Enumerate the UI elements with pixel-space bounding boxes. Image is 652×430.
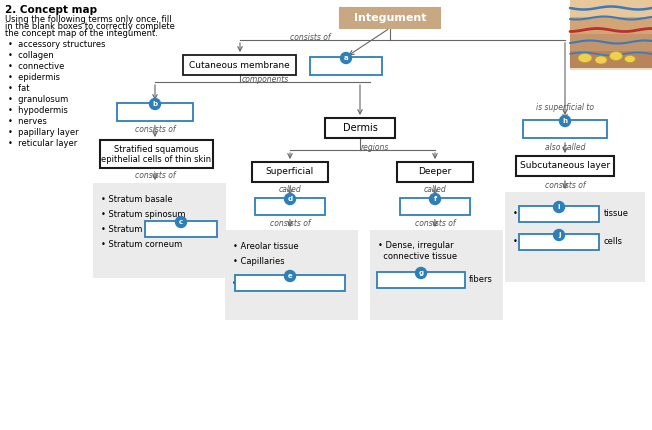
- Text: fibers: fibers: [469, 276, 493, 285]
- Bar: [519, 206, 599, 222]
- Text: consists of: consists of: [545, 181, 585, 190]
- Text: •: •: [377, 276, 382, 285]
- Text: •: •: [513, 237, 518, 246]
- Text: 2. Concept map: 2. Concept map: [5, 5, 97, 15]
- Text: epithelial cells of thin skin: epithelial cells of thin skin: [102, 154, 211, 163]
- Text: •  hypodermis: • hypodermis: [8, 106, 68, 115]
- Text: regions: regions: [361, 142, 389, 151]
- Text: Superficial: Superficial: [266, 168, 314, 176]
- Text: • Stratum basale: • Stratum basale: [101, 195, 173, 204]
- Text: • Capillaries: • Capillaries: [233, 257, 285, 266]
- Text: i: i: [557, 204, 560, 210]
- Text: • Stratum: • Stratum: [101, 225, 142, 234]
- Circle shape: [415, 267, 426, 279]
- Bar: [252, 162, 328, 182]
- Text: the concept map of the integument.: the concept map of the integument.: [5, 29, 158, 38]
- Text: • Dense, irregular: • Dense, irregular: [378, 241, 454, 250]
- Text: a: a: [344, 55, 348, 61]
- Text: •  granulosum: • granulosum: [8, 95, 68, 104]
- Bar: [117, 103, 193, 121]
- Circle shape: [554, 202, 565, 212]
- Bar: [310, 57, 382, 75]
- Text: f: f: [434, 196, 437, 202]
- Bar: [225, 230, 358, 320]
- Text: b: b: [153, 101, 158, 107]
- Bar: [570, 17, 652, 34]
- Text: •  fat: • fat: [8, 84, 29, 93]
- Circle shape: [175, 216, 186, 227]
- Text: g: g: [419, 270, 424, 276]
- Text: Subcutaneous layer: Subcutaneous layer: [520, 162, 610, 171]
- Bar: [523, 120, 607, 138]
- Text: cells: cells: [604, 237, 623, 246]
- Bar: [183, 55, 296, 75]
- Text: •  accessory structures: • accessory structures: [8, 40, 106, 49]
- Ellipse shape: [625, 55, 636, 62]
- Circle shape: [559, 116, 570, 126]
- Circle shape: [284, 194, 295, 205]
- Text: Dermis: Dermis: [342, 123, 378, 133]
- Bar: [255, 198, 325, 215]
- Text: consists of: consists of: [135, 126, 175, 135]
- Text: j: j: [557, 232, 560, 238]
- Text: • Stratum corneum: • Stratum corneum: [101, 240, 183, 249]
- Circle shape: [554, 230, 565, 240]
- Ellipse shape: [595, 56, 607, 64]
- Text: •  collagen: • collagen: [8, 51, 53, 60]
- Text: •  papillary layer: • papillary layer: [8, 128, 79, 137]
- Bar: [570, 0, 652, 70]
- Text: consists of: consists of: [135, 171, 175, 179]
- Text: Using the following terms only once, fill: Using the following terms only once, fil…: [5, 15, 171, 24]
- Bar: [400, 198, 470, 215]
- Text: in the blank boxes to correctly complete: in the blank boxes to correctly complete: [5, 22, 175, 31]
- Bar: [100, 140, 213, 168]
- Bar: [519, 234, 599, 250]
- Text: •  connective: • connective: [8, 62, 65, 71]
- Bar: [397, 162, 473, 182]
- Text: • Stratum spinosum: • Stratum spinosum: [101, 210, 186, 219]
- Bar: [505, 192, 645, 282]
- Bar: [370, 230, 503, 320]
- Text: Integument: Integument: [354, 13, 426, 23]
- Bar: [570, 34, 652, 51]
- Text: e: e: [288, 273, 292, 279]
- Text: •  nerves: • nerves: [8, 117, 47, 126]
- Text: consists of: consists of: [415, 219, 455, 228]
- Text: components: components: [241, 74, 289, 83]
- Text: tissue: tissue: [604, 209, 629, 218]
- Ellipse shape: [578, 53, 592, 62]
- Text: is superficial to: is superficial to: [536, 104, 594, 113]
- Text: called: called: [424, 185, 447, 194]
- Text: also called: also called: [545, 144, 585, 153]
- Circle shape: [284, 270, 295, 282]
- Text: •: •: [513, 209, 518, 218]
- Bar: [516, 156, 614, 176]
- Text: called: called: [278, 185, 301, 194]
- Text: •  reticular layer: • reticular layer: [8, 139, 77, 148]
- Bar: [377, 272, 465, 288]
- Text: d: d: [288, 196, 293, 202]
- Ellipse shape: [610, 52, 623, 61]
- Bar: [93, 183, 226, 278]
- Circle shape: [340, 52, 351, 64]
- Text: Deeper: Deeper: [419, 168, 452, 176]
- Text: •  epidermis: • epidermis: [8, 73, 60, 82]
- Text: •: •: [232, 279, 237, 288]
- Text: h: h: [563, 118, 567, 124]
- Bar: [570, 0, 652, 17]
- Bar: [340, 8, 440, 28]
- Text: Stratified squamous: Stratified squamous: [114, 144, 199, 154]
- Text: • Areolar tissue: • Areolar tissue: [233, 242, 299, 251]
- Circle shape: [149, 98, 160, 110]
- Text: c: c: [179, 219, 183, 225]
- Text: connective tissue: connective tissue: [378, 252, 457, 261]
- Bar: [145, 221, 217, 237]
- Text: consists of: consists of: [289, 34, 331, 43]
- Text: Cutaneous membrane: Cutaneous membrane: [189, 61, 290, 70]
- Bar: [570, 51, 652, 68]
- Text: consists of: consists of: [270, 219, 310, 228]
- Bar: [325, 118, 395, 138]
- Bar: [235, 275, 345, 291]
- Circle shape: [430, 194, 441, 205]
